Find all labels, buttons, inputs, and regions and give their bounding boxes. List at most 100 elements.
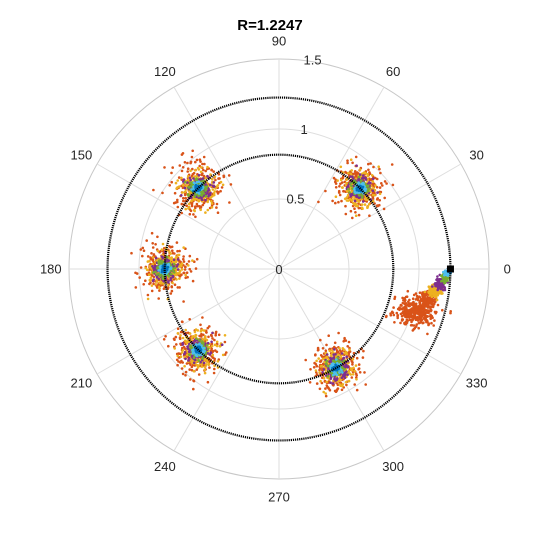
data-point [221, 183, 225, 187]
data-point [200, 166, 203, 169]
data-point [408, 311, 412, 314]
data-point [334, 178, 337, 181]
data-point [411, 297, 415, 301]
data-point [358, 194, 361, 197]
data-point [349, 158, 353, 161]
data-point [411, 329, 415, 332]
data-point [395, 311, 399, 315]
data-point [360, 193, 364, 197]
data-point [353, 369, 357, 373]
data-point [206, 360, 209, 364]
data-point [385, 182, 388, 185]
data-point [362, 171, 366, 174]
data-point [227, 174, 231, 177]
data-point [378, 192, 382, 196]
data-point [176, 363, 179, 367]
grid-spoke [278, 86, 385, 270]
data-point [334, 372, 338, 375]
data-point [401, 307, 404, 311]
data-point [385, 314, 388, 318]
data-point [211, 184, 215, 188]
data-point [170, 285, 174, 289]
data-point [338, 371, 341, 374]
data-point [353, 197, 356, 200]
data-point [184, 265, 187, 269]
data-point [215, 340, 219, 344]
data-point [139, 248, 143, 251]
data-point [344, 204, 347, 208]
data-point [182, 345, 186, 349]
data-point [349, 175, 352, 178]
data-point [191, 149, 194, 153]
data-point [157, 285, 161, 289]
data-point [180, 367, 184, 370]
data-point [431, 316, 434, 320]
data-point [189, 344, 192, 348]
data-point [217, 177, 220, 180]
data-point [192, 387, 195, 391]
data-point [179, 330, 183, 334]
data-point [200, 196, 203, 200]
chart-title: R=1.2247 [237, 17, 302, 34]
data-point [180, 268, 184, 271]
data-point [335, 389, 339, 393]
data-point [353, 199, 357, 203]
data-point [324, 362, 328, 366]
data-point [373, 191, 376, 194]
data-point [358, 371, 362, 374]
data-point [317, 200, 320, 204]
data-point [211, 337, 214, 340]
data-point [174, 181, 178, 185]
data-point [339, 356, 343, 359]
data-point [161, 191, 164, 195]
data-point [327, 334, 331, 338]
data-point [229, 183, 233, 186]
data-point [150, 284, 154, 287]
data-point [181, 152, 185, 155]
data-point [355, 356, 359, 360]
data-point [436, 303, 440, 307]
data-point [180, 202, 184, 206]
data-point [349, 367, 353, 371]
data-point [148, 264, 152, 268]
data-point [337, 191, 341, 194]
data-point [183, 190, 187, 194]
data-point [214, 334, 217, 337]
data-point [213, 357, 216, 361]
data-point [154, 283, 158, 286]
data-point [337, 200, 340, 204]
data-point [410, 313, 413, 317]
data-point [417, 326, 421, 330]
data-point [348, 348, 351, 352]
data-point [197, 180, 201, 183]
data-point [150, 252, 153, 255]
data-point [179, 334, 182, 337]
data-point [183, 161, 187, 164]
data-point [193, 169, 197, 172]
data-point [175, 343, 178, 346]
data-point [141, 254, 144, 258]
data-point [206, 347, 210, 351]
data-point [377, 165, 381, 168]
data-point [353, 170, 357, 173]
data-point [357, 178, 360, 182]
data-point [361, 196, 364, 199]
data-point [175, 278, 178, 281]
data-point [349, 192, 353, 196]
data-point [154, 256, 158, 260]
data-point [326, 375, 330, 378]
data-point [352, 179, 356, 183]
data-point [203, 162, 206, 166]
data-point [371, 180, 375, 183]
data-point [196, 366, 200, 369]
data-point [364, 189, 367, 192]
data-point [169, 245, 172, 249]
data-point [176, 327, 180, 331]
data-point [326, 364, 329, 368]
data-point [330, 354, 333, 357]
data-point [190, 155, 194, 159]
data-point [167, 280, 170, 283]
data-point [205, 338, 209, 342]
data-point [449, 310, 453, 313]
data-point [167, 344, 170, 348]
